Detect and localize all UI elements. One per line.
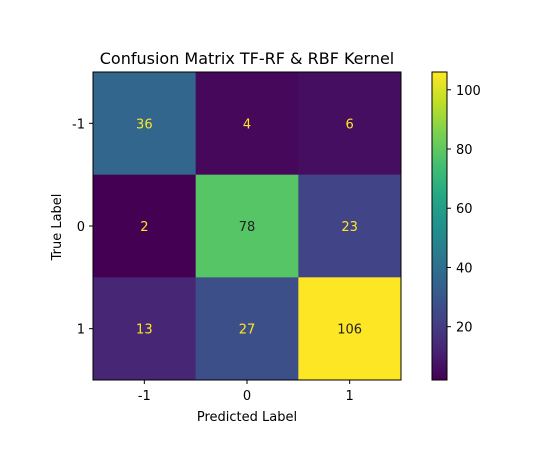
cell-value-label: 13 — [136, 323, 153, 338]
heatmap-grid: 36 4 6 2 78 23 13 27 106 -1 0 1 -1 0 1 — [72, 71, 402, 404]
cell-value-label: 36 — [136, 117, 153, 132]
y-axis-label: True Label — [50, 194, 65, 262]
cell-value-label: 78 — [239, 220, 256, 235]
colorbar-gradient — [431, 71, 448, 381]
y-tick-label: -1 — [72, 117, 85, 132]
colorbar-tick-label: 60 — [456, 202, 473, 217]
colorbar-tick-label: 80 — [456, 143, 473, 158]
colorbar-tick-label: 20 — [456, 321, 473, 336]
y-tick-label: 0 — [77, 220, 85, 235]
cell-value-label: 106 — [337, 323, 362, 338]
x-tick-label: 0 — [243, 389, 251, 404]
x-tick-label: -1 — [138, 389, 151, 404]
heatmap-cell — [195, 72, 299, 176]
cell-value-label: 2 — [140, 220, 148, 235]
x-tick-label: 1 — [346, 389, 354, 404]
cell-value-label: 6 — [346, 117, 354, 132]
heatmap-cell — [93, 72, 197, 176]
y-tick-label: 1 — [77, 323, 85, 338]
x-axis-label: Predicted Label — [197, 410, 297, 425]
heatmap-cell — [298, 72, 402, 176]
cell-value-label: 23 — [341, 220, 358, 235]
heatmap-cell — [298, 277, 402, 381]
colorbar: 20 40 60 80 100 — [431, 71, 481, 381]
colorbar-tick-label: 40 — [456, 261, 473, 276]
heatmap-cell — [93, 174, 197, 278]
chart-title: Confusion Matrix TF-RF & RBF Kernel — [100, 49, 395, 68]
heatmap-cell — [195, 277, 299, 381]
colorbar-tick-label: 100 — [456, 84, 481, 99]
heatmap-cell — [93, 277, 197, 381]
heatmap-cell — [195, 174, 299, 278]
cell-value-label: 4 — [243, 117, 251, 132]
cell-value-label: 27 — [239, 323, 256, 338]
heatmap-cell — [298, 174, 402, 278]
